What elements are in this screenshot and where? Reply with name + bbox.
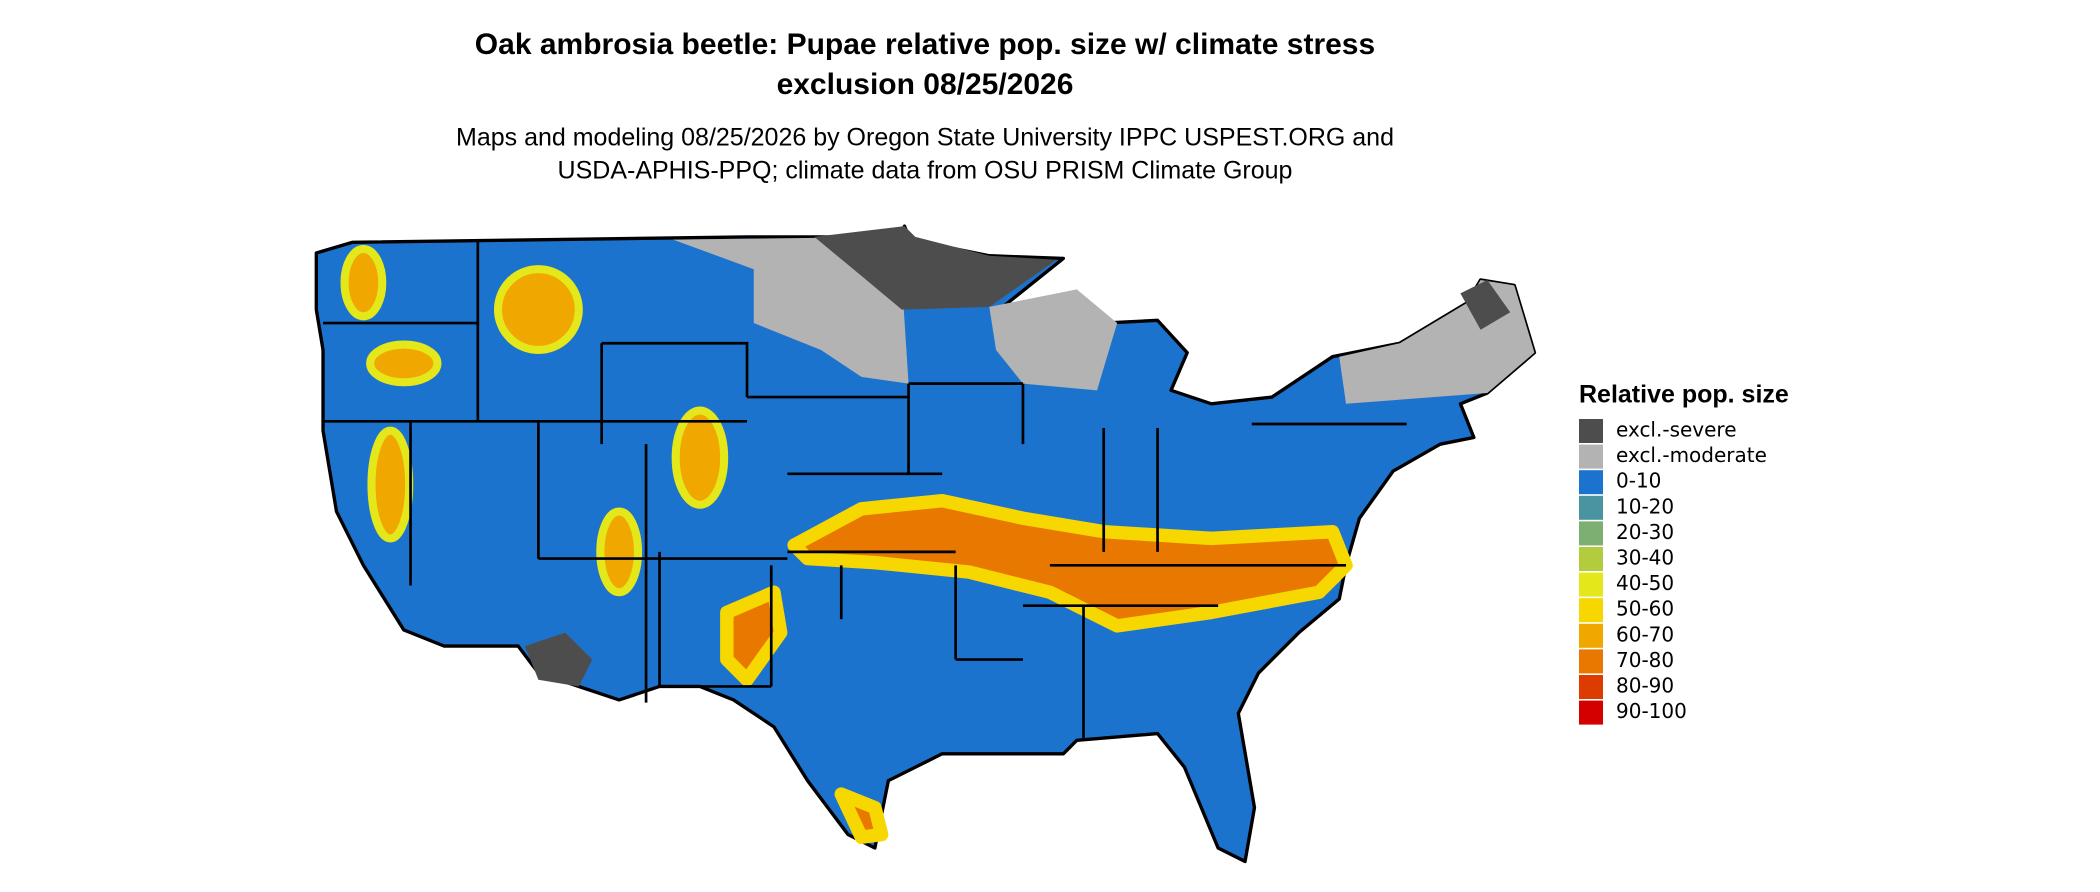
legend-swatch xyxy=(1579,675,1603,699)
subtitle-line: USDA-APHIS-PPQ; climate data from OSU PR… xyxy=(558,157,1293,185)
legend-label: 80-90 xyxy=(1616,674,1674,698)
legend-swatch xyxy=(1579,444,1603,469)
subtitle-line: Maps and modeling 08/25/2026 by Oregon S… xyxy=(456,124,1394,152)
legend-label: 40-50 xyxy=(1616,571,1674,595)
legend-label: 0-10 xyxy=(1616,469,1661,493)
legend-swatch xyxy=(1579,547,1603,571)
legend-label: 10-20 xyxy=(1616,494,1674,518)
legend-swatch xyxy=(1579,470,1603,495)
high-band xyxy=(720,493,1353,844)
legend-swatch xyxy=(1579,419,1603,443)
title-line: Oak ambrosia beetle: Pupae relative pop.… xyxy=(475,28,1375,61)
moderate-area xyxy=(989,289,1118,391)
legend-label: excl.-severe xyxy=(1616,418,1737,442)
legend-label: 90-100 xyxy=(1616,699,1687,723)
severe-area xyxy=(1460,279,1511,330)
legend-label: 60-70 xyxy=(1616,622,1674,646)
legend-title: Relative pop. size xyxy=(1579,381,1789,409)
legend-swatch xyxy=(1579,521,1603,546)
legend-label: 50-60 xyxy=(1616,597,1674,621)
legend-swatch xyxy=(1579,495,1603,520)
legend-label: excl.-moderate xyxy=(1616,443,1767,467)
legend-label: 20-30 xyxy=(1616,520,1674,544)
title-line: exclusion 08/25/2026 xyxy=(777,68,1074,101)
legend-label: 30-40 xyxy=(1616,546,1674,570)
mountain-patches xyxy=(340,244,729,597)
legend-swatch xyxy=(1579,649,1603,674)
legend: Relative pop. size excl.-severeexcl.-mod… xyxy=(1579,381,1789,725)
legend-swatch xyxy=(1579,623,1603,648)
legend-swatch xyxy=(1579,598,1603,623)
map xyxy=(314,224,1537,864)
severe-area xyxy=(814,226,1057,310)
moderate-area xyxy=(1339,279,1535,404)
moderate-area xyxy=(673,236,909,384)
severe-area xyxy=(524,632,593,687)
legend-swatch xyxy=(1579,700,1603,725)
legend-label: 70-80 xyxy=(1616,648,1674,672)
state-borders xyxy=(323,242,1407,741)
legend-swatch xyxy=(1579,572,1603,597)
